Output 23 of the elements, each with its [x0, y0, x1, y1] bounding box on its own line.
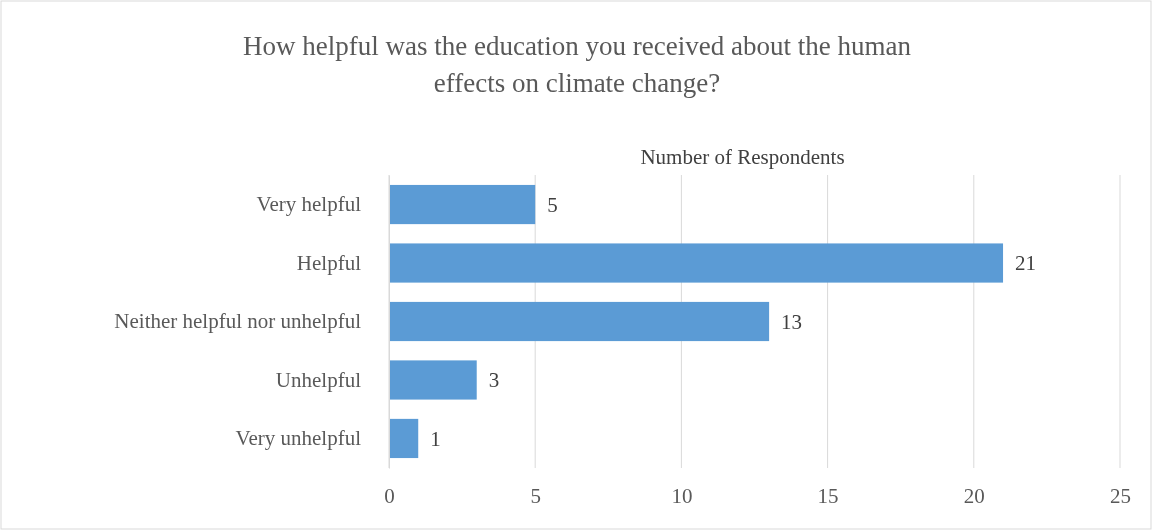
data-label: 21 — [1015, 251, 1037, 276]
bar — [389, 243, 1004, 283]
data-label: 5 — [547, 192, 558, 217]
y-tick-label: Neither helpful nor unhelpful — [114, 309, 362, 334]
bar — [389, 184, 536, 225]
x-tick-label: 20 — [963, 483, 985, 508]
y-tick-label: Helpful — [296, 250, 362, 275]
x-tick-label: 0 — [384, 483, 395, 508]
x-tick-label: 5 — [530, 483, 541, 508]
y-tick-label: Very unhelpful — [235, 426, 362, 451]
y-tick-label: Unhelpful — [275, 367, 362, 392]
bar — [389, 418, 419, 459]
x-tick-label: 15 — [817, 483, 839, 508]
data-label: 13 — [781, 309, 803, 334]
x-tick-label: 10 — [671, 483, 693, 508]
y-tick-label: Very helpful — [256, 192, 362, 217]
data-label: 3 — [488, 368, 500, 393]
data-label: 1 — [430, 426, 441, 451]
x-axis-title: Number of Respondents — [640, 145, 845, 169]
chart-title: How helpful was the education you received about the human effects on climate change? — [242, 31, 912, 98]
bar — [389, 360, 477, 400]
bar — [389, 301, 770, 342]
x-tick-label: 25 — [1110, 483, 1131, 508]
